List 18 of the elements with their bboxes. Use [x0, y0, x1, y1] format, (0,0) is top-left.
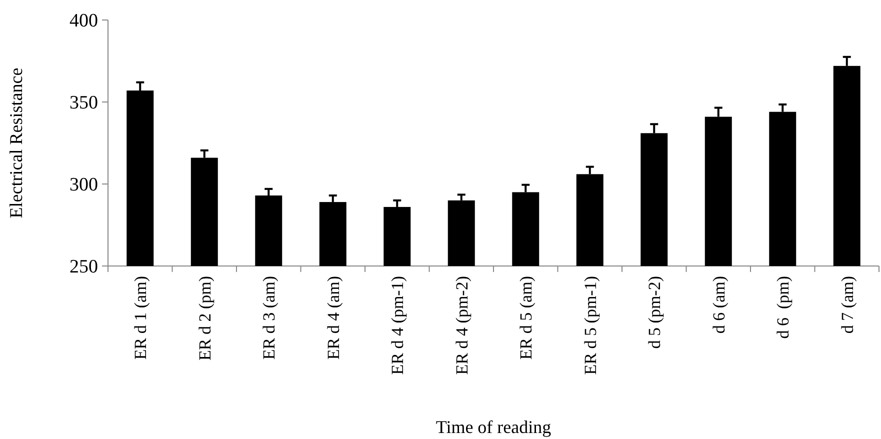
y-tick-label: 400 [70, 10, 98, 32]
x-tick-label: ER d 3 (am) [260, 276, 279, 360]
x-axis-title: Time of reading [436, 417, 552, 437]
x-tick-label: ER d 1 (am) [131, 276, 150, 360]
x-tick-label: ER d 4 (pm-1) [388, 276, 408, 375]
y-tick-label: 300 [70, 174, 98, 196]
y-tick-label: 350 [70, 92, 98, 114]
x-tick-label: d 6 (pm) [774, 276, 793, 339]
x-tick-label: d 6 (am) [709, 276, 728, 334]
x-tick-label: ER d 5 (am) [516, 276, 536, 360]
x-tick-label: d 7 (am) [838, 276, 857, 334]
x-tick-label: d 5 (pm-2) [645, 276, 664, 349]
y-tick-label: 250 [70, 256, 98, 278]
y-axis-title: Electrical Resistance [6, 68, 26, 218]
x-tick-label: ER d 2 (pm) [195, 276, 214, 361]
x-tick-label: ER d 4 (am) [324, 276, 343, 360]
x-tick-label: ER d 5 (pm-1) [580, 276, 600, 375]
x-tick-label: ER d 4 (pm-2) [452, 276, 472, 375]
